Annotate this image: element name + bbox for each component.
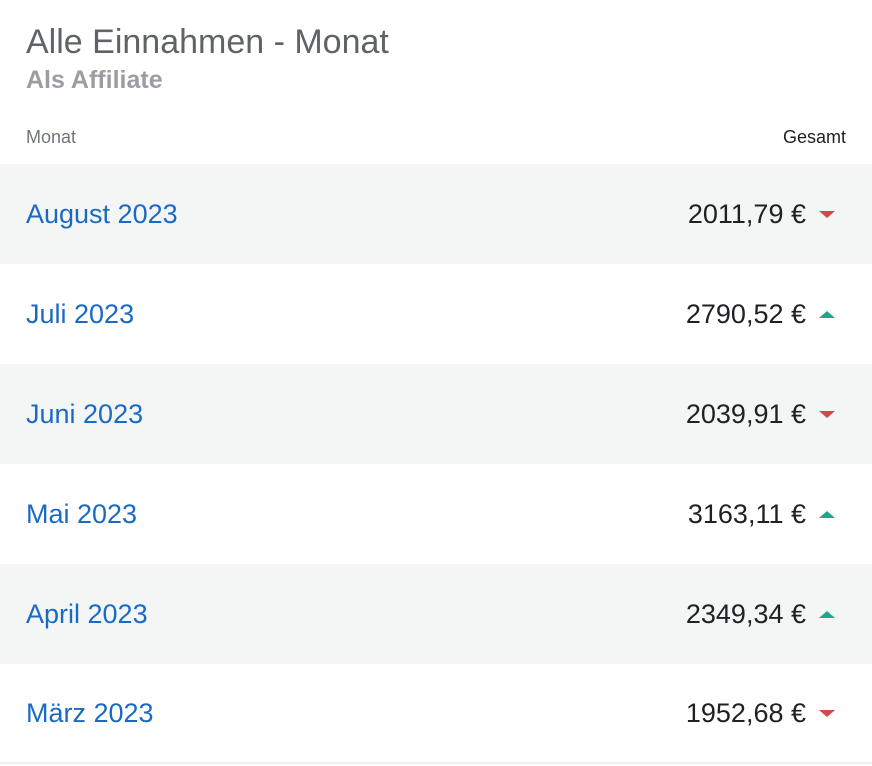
page-subtitle: Als Affiliate — [26, 66, 163, 94]
total-cell: 3163,11 € — [688, 499, 835, 530]
amount-value: 3163,11 € — [687, 498, 806, 529]
triangle-up-icon — [819, 610, 835, 618]
total-cell: 2011,79 € — [688, 199, 835, 230]
page-title: Alle Einnahmen - Monat — [26, 23, 389, 61]
table-row: Juni 2023 2039,91 € — [0, 364, 872, 464]
table-row: August 2023 2011,79 € — [0, 164, 872, 264]
triangle-down-icon — [819, 709, 835, 717]
column-header-total: Gesamt — [782, 127, 846, 147]
amount-value: 2039,91 € — [685, 398, 806, 429]
amount-value: 2011,79 € — [687, 198, 806, 229]
triangle-down-icon — [819, 210, 835, 218]
table-row: Mai 2023 3163,11 € — [0, 464, 872, 564]
triangle-up-icon — [819, 310, 835, 318]
month-link[interactable]: August 2023 — [26, 198, 178, 229]
month-link[interactable]: März 2023 — [26, 697, 154, 728]
table-row: Juli 2023 2790,52 € — [0, 264, 872, 364]
total-cell: 2039,91 € — [686, 399, 835, 430]
month-link[interactable]: Mai 2023 — [26, 498, 138, 529]
amount-value: 2790,52 € — [685, 298, 806, 329]
total-cell: 1952,68 € — [686, 698, 835, 729]
total-cell: 2790,52 € — [686, 299, 835, 330]
column-header-month: Monat — [26, 127, 77, 147]
month-link[interactable]: Juni 2023 — [26, 398, 144, 429]
triangle-up-icon — [819, 510, 835, 518]
total-cell: 2349,34 € — [686, 599, 835, 630]
table-row: April 2023 2349,34 € — [0, 564, 872, 664]
month-link[interactable]: April 2023 — [26, 598, 148, 629]
earnings-table: August 2023 2011,79 € Juli 2023 2790,52 … — [0, 164, 872, 764]
triangle-down-icon — [819, 410, 835, 418]
amount-value: 2349,34 € — [685, 598, 806, 629]
month-link[interactable]: Juli 2023 — [26, 298, 135, 329]
amount-value: 1952,68 € — [685, 697, 806, 728]
earnings-header: Alle Einnahmen - Monat Als Affiliate Mon… — [0, 0, 872, 164]
table-row: März 2023 1952,68 € — [0, 664, 872, 764]
